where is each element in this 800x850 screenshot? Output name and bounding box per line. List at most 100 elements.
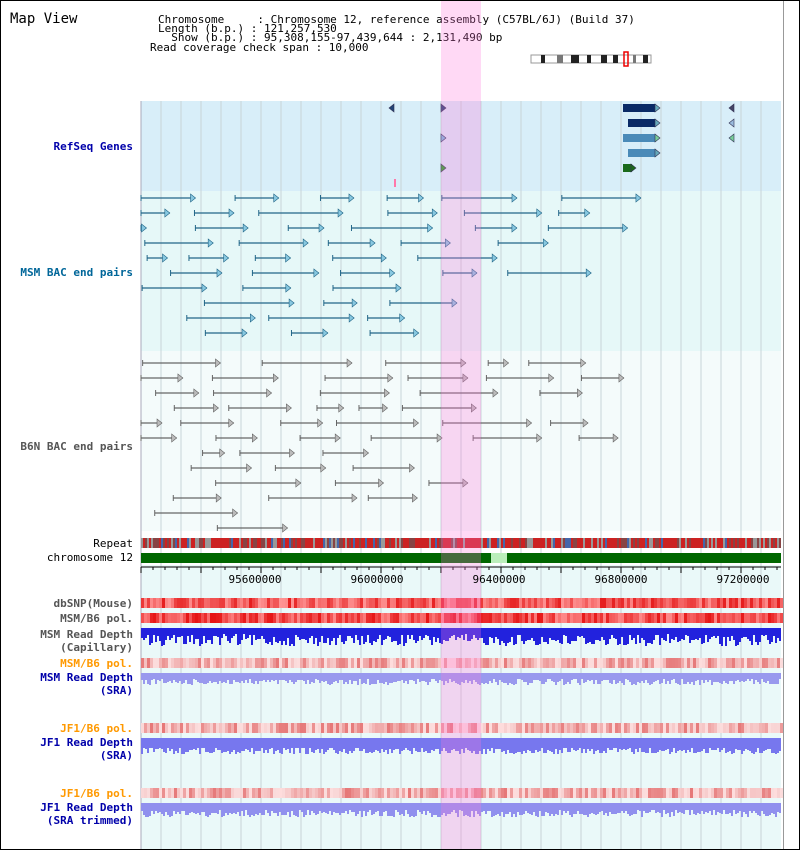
read-depth-bar: [617, 628, 619, 645]
repeat-segment: [159, 538, 161, 548]
polymorphism-heat: [636, 598, 639, 608]
repeat-segment: [527, 538, 529, 548]
read-depth-bar: [767, 803, 769, 816]
read-depth-bar: [641, 738, 643, 752]
read-depth-bar: [257, 673, 259, 684]
polymorphism-heat: [369, 613, 372, 623]
repeat-segment: [385, 538, 387, 548]
read-depth-bar: [525, 673, 527, 682]
read-depth-bar: [199, 738, 201, 754]
read-depth-bar: [141, 673, 143, 680]
track-label-jf1-depth-sra[interactable]: JF1 Read Depth (SRA): [40, 736, 133, 762]
read-depth-bar: [373, 628, 375, 641]
polymorphism-heat: [168, 788, 171, 798]
polymorphism-heat: [315, 598, 318, 608]
read-depth-bar: [449, 803, 451, 814]
polymorphism-heat: [234, 788, 237, 798]
read-depth-bar: [493, 673, 495, 679]
read-depth-bar: [233, 803, 235, 813]
read-depth-bar: [423, 673, 425, 681]
polymorphism-heat: [339, 613, 342, 623]
repeat-segment: [353, 538, 355, 548]
polymorphism-heat: [417, 788, 420, 798]
read-depth-bar: [189, 738, 191, 750]
polymorphism-heat: [513, 598, 516, 608]
read-depth-bar: [515, 803, 517, 817]
read-depth-bar: [695, 673, 697, 681]
track-label-b6n-bac[interactable]: B6N BAC end pairs: [20, 440, 133, 453]
read-depth-bar: [637, 673, 639, 682]
read-depth-bar: [645, 628, 647, 646]
track-label-msm-depth-sra[interactable]: MSM Read Depth (SRA): [40, 671, 133, 697]
read-depth-bar: [745, 673, 747, 681]
read-depth-bar: [663, 738, 665, 751]
polymorphism-heat: [738, 658, 741, 668]
repeat-segment: [565, 538, 567, 548]
track-label-msm-depth-cap[interactable]: MSM Read Depth (Capillary): [40, 628, 133, 654]
read-depth-bar: [605, 803, 607, 813]
read-depth-bar: [757, 628, 759, 645]
track-label-jf1-pol-1[interactable]: JF1/B6 pol.: [60, 722, 133, 735]
track-label-msm-pol-2[interactable]: MSM/B6 pol.: [60, 657, 133, 670]
track-label-dbsnp[interactable]: dbSNP(Mouse): [53, 597, 133, 610]
repeat-segment: [519, 538, 521, 548]
read-depth-bar: [615, 628, 617, 639]
read-depth-bar: [689, 628, 691, 643]
polymorphism-heat: [489, 723, 492, 733]
read-depth-bar: [527, 673, 529, 685]
track-label-jf1-pol-2[interactable]: JF1/B6 pol.: [60, 787, 133, 800]
repeat-segment: [635, 538, 637, 548]
read-depth-bar: [605, 673, 607, 680]
read-depth-bar: [155, 803, 157, 811]
polymorphism-heat: [573, 613, 576, 623]
polymorphism-heat: [726, 658, 729, 668]
repeat-segment: [375, 538, 377, 548]
track-label-chromosome[interactable]: chromosome 12: [46, 551, 133, 564]
read-depth-bar: [423, 738, 425, 752]
polymorphism-heat: [552, 723, 555, 733]
read-depth-bar: [755, 673, 757, 680]
polymorphism-heat: [513, 658, 516, 668]
read-depth-bar: [353, 673, 355, 681]
repeat-segment: [441, 538, 443, 548]
read-depth-bar: [453, 673, 455, 681]
polymorphism-heat: [240, 598, 243, 608]
read-depth-bar: [609, 803, 611, 812]
read-depth-bar: [231, 628, 233, 638]
polymorphism-heat: [648, 613, 651, 623]
read-depth-bar: [271, 628, 273, 645]
read-depth-bar: [193, 803, 195, 813]
read-depth-bar: [607, 628, 609, 644]
repeat-segment: [485, 538, 487, 548]
read-depth-bar: [433, 628, 435, 637]
polymorphism-heat: [309, 788, 312, 798]
polymorphism-heat: [249, 613, 252, 623]
repeat-segment: [213, 538, 215, 548]
polymorphism-heat: [768, 658, 771, 668]
polymorphism-heat: [537, 658, 540, 668]
track-label-repeat[interactable]: Repeat: [93, 537, 133, 550]
track-label-msm-bac[interactable]: MSM BAC end pairs: [20, 266, 133, 279]
vertical-scrollbar[interactable]: [783, 1, 799, 849]
read-depth-bar: [375, 628, 377, 642]
polymorphism-heat: [738, 788, 741, 798]
polymorphism-heat: [708, 613, 711, 623]
track-label-jf1-depth-trim[interactable]: JF1 Read Depth (SRA trimmed): [40, 801, 133, 827]
polymorphism-heat: [399, 613, 402, 623]
read-depth-bar: [461, 803, 463, 811]
read-depth-bar: [469, 803, 471, 817]
read-depth-bar: [399, 673, 401, 681]
polymorphism-heat: [555, 723, 558, 733]
repeat-segment: [619, 538, 621, 548]
b6n-bac-pair: [286, 403, 292, 413]
track-label-msm-pol-1[interactable]: MSM/B6 pol.: [60, 612, 133, 625]
repeat-segment: [703, 538, 705, 548]
read-depth-bar: [409, 628, 411, 639]
read-depth-bar: [679, 803, 681, 812]
read-depth-bar: [365, 673, 367, 684]
polymorphism-heat: [543, 613, 546, 623]
polymorphism-heat: [603, 613, 606, 623]
polymorphism-heat: [483, 598, 486, 608]
track-label-refseq[interactable]: RefSeq Genes: [53, 140, 133, 153]
